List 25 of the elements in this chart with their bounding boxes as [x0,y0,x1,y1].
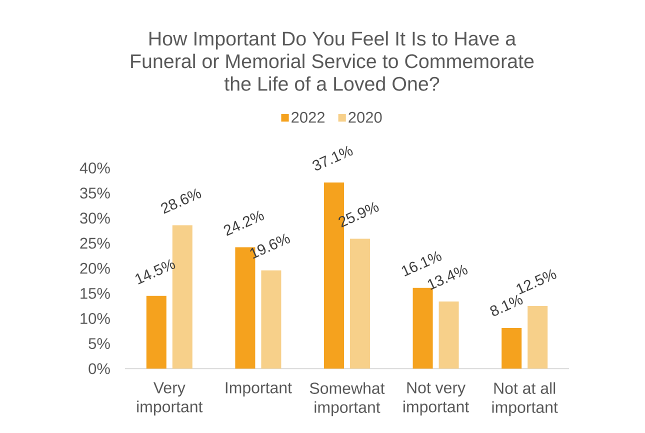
x-tick-label: Somewhat important [310,382,385,416]
x-tick-label: Not at all important [492,382,558,416]
bar [146,296,166,369]
chart-title: How Important Do You Feel It Is to Have a Funeral or Memorial Service to Commemorate the Life of a Loved One? [131,31,534,91]
bar [528,306,548,369]
y-tick-label: 35% [80,188,110,199]
y-tick-label: 10% [80,313,110,324]
y-tick-label: 25% [80,238,110,249]
y-tick-label: 40% [80,162,110,174]
y-tick-label: 5% [88,338,110,350]
y-tick-label: 0% [88,363,110,374]
y-tick-label: 15% [80,288,110,299]
data-label: 8.1% [490,294,523,316]
legend-label: 2022 [292,112,325,123]
x-tick-label: Not very important [404,382,470,416]
bar [350,238,370,369]
bar [438,301,459,369]
legend-label: 2020 [348,112,382,123]
data-label: 37.1% [312,146,353,170]
y-tick-label: 30% [80,212,110,224]
y-tick-label: 20% [80,262,110,274]
x-tick-label: Very important [137,382,203,416]
bar [502,328,522,369]
x-tick-label: Important [226,382,292,397]
bar [261,270,282,369]
